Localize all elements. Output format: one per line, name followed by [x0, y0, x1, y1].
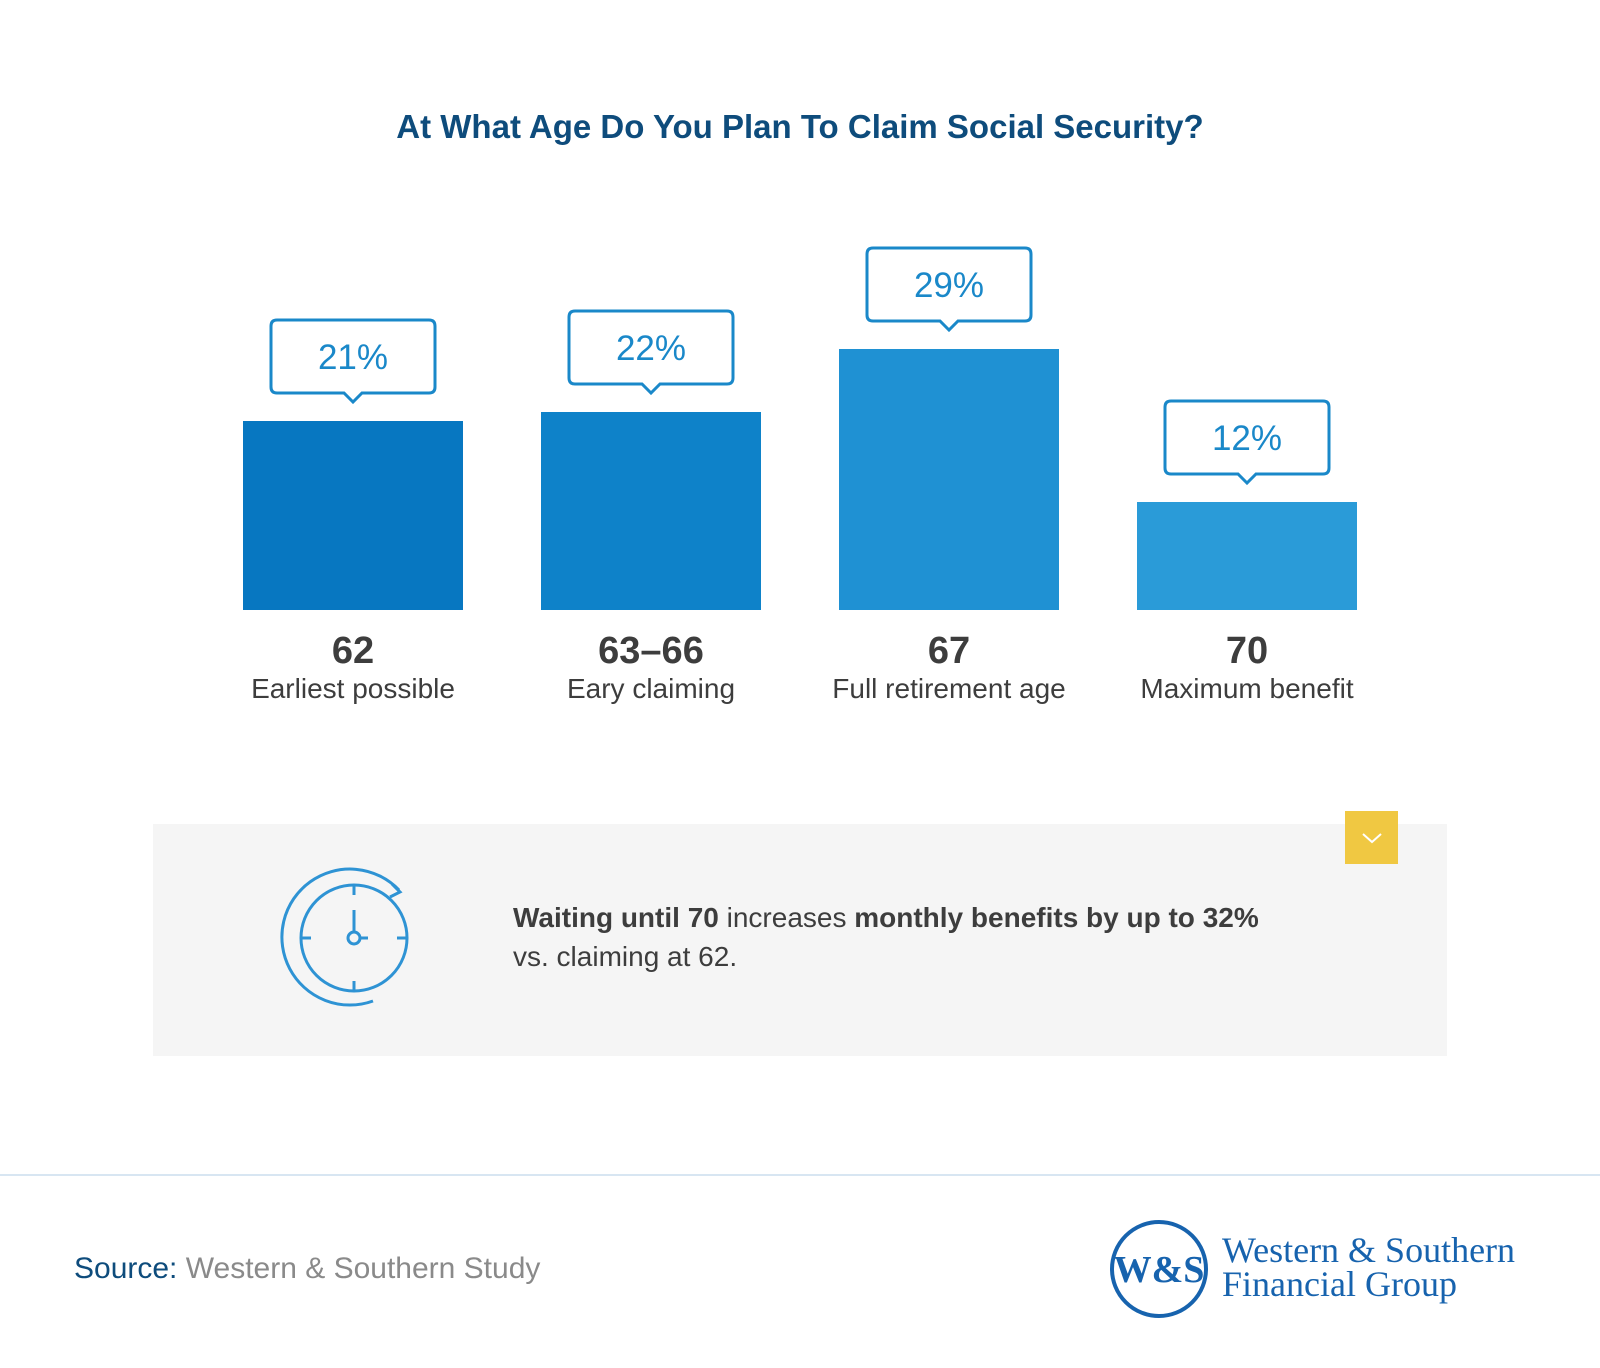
bar-62 — [243, 421, 463, 610]
chart-title: At What Age Do You Plan To Claim Social … — [396, 108, 1204, 145]
logo-line-2: Financial Group — [1222, 1264, 1457, 1304]
collapse-toggle-button[interactable] — [1345, 811, 1398, 864]
bar-67 — [839, 349, 1059, 610]
info-bold-waiting: Waiting until 70 — [513, 902, 719, 933]
logo-wordmark: Western & Southern Financial Group — [1222, 1230, 1516, 1304]
source-text: Western & Southern Study — [185, 1252, 541, 1285]
info-text-claiming: vs. claiming at 62. — [513, 941, 738, 972]
category-description-63–66: Eary claiming — [567, 673, 735, 704]
source-note: Source: Western & Southern Study — [74, 1252, 540, 1286]
logo-line-1: Western & Southern — [1222, 1230, 1516, 1270]
info-text: Waiting until 70 increases monthly benef… — [513, 898, 1373, 976]
category-description-67: Full retirement age — [832, 673, 1065, 704]
source-label: Source: — [74, 1252, 178, 1285]
bar-70 — [1137, 502, 1357, 610]
info-bold-benefits: monthly benefits by up to 32% — [854, 902, 1259, 933]
value-callout-63–66 — [567, 309, 735, 396]
info-text-increases: increases — [718, 902, 855, 933]
category-description-70: Maximum benefit — [1140, 673, 1353, 704]
category-label-67: 67 — [928, 630, 970, 672]
info-panel — [153, 824, 1447, 1056]
chevron-down-icon — [1361, 832, 1382, 843]
bar-63–66 — [541, 412, 761, 610]
value-callout-67 — [865, 246, 1033, 333]
value-label-67: 29% — [914, 266, 984, 305]
value-callout-62 — [269, 318, 437, 405]
stopwatch-icon — [280, 867, 409, 1007]
company-logo: W&S — [1110, 1220, 1208, 1318]
category-label-62: 62 — [332, 630, 374, 672]
footer-divider — [0, 1174, 1600, 1176]
category-label-63–66: 63–66 — [598, 630, 704, 672]
logo-monogram: W&S — [1114, 1249, 1205, 1291]
category-label-70: 70 — [1226, 630, 1268, 672]
value-label-70: 12% — [1212, 419, 1282, 458]
value-label-63–66: 22% — [616, 329, 686, 368]
category-description-62: Earliest possible — [251, 673, 455, 704]
value-callout-70 — [1163, 399, 1331, 486]
value-label-62: 21% — [318, 338, 388, 377]
